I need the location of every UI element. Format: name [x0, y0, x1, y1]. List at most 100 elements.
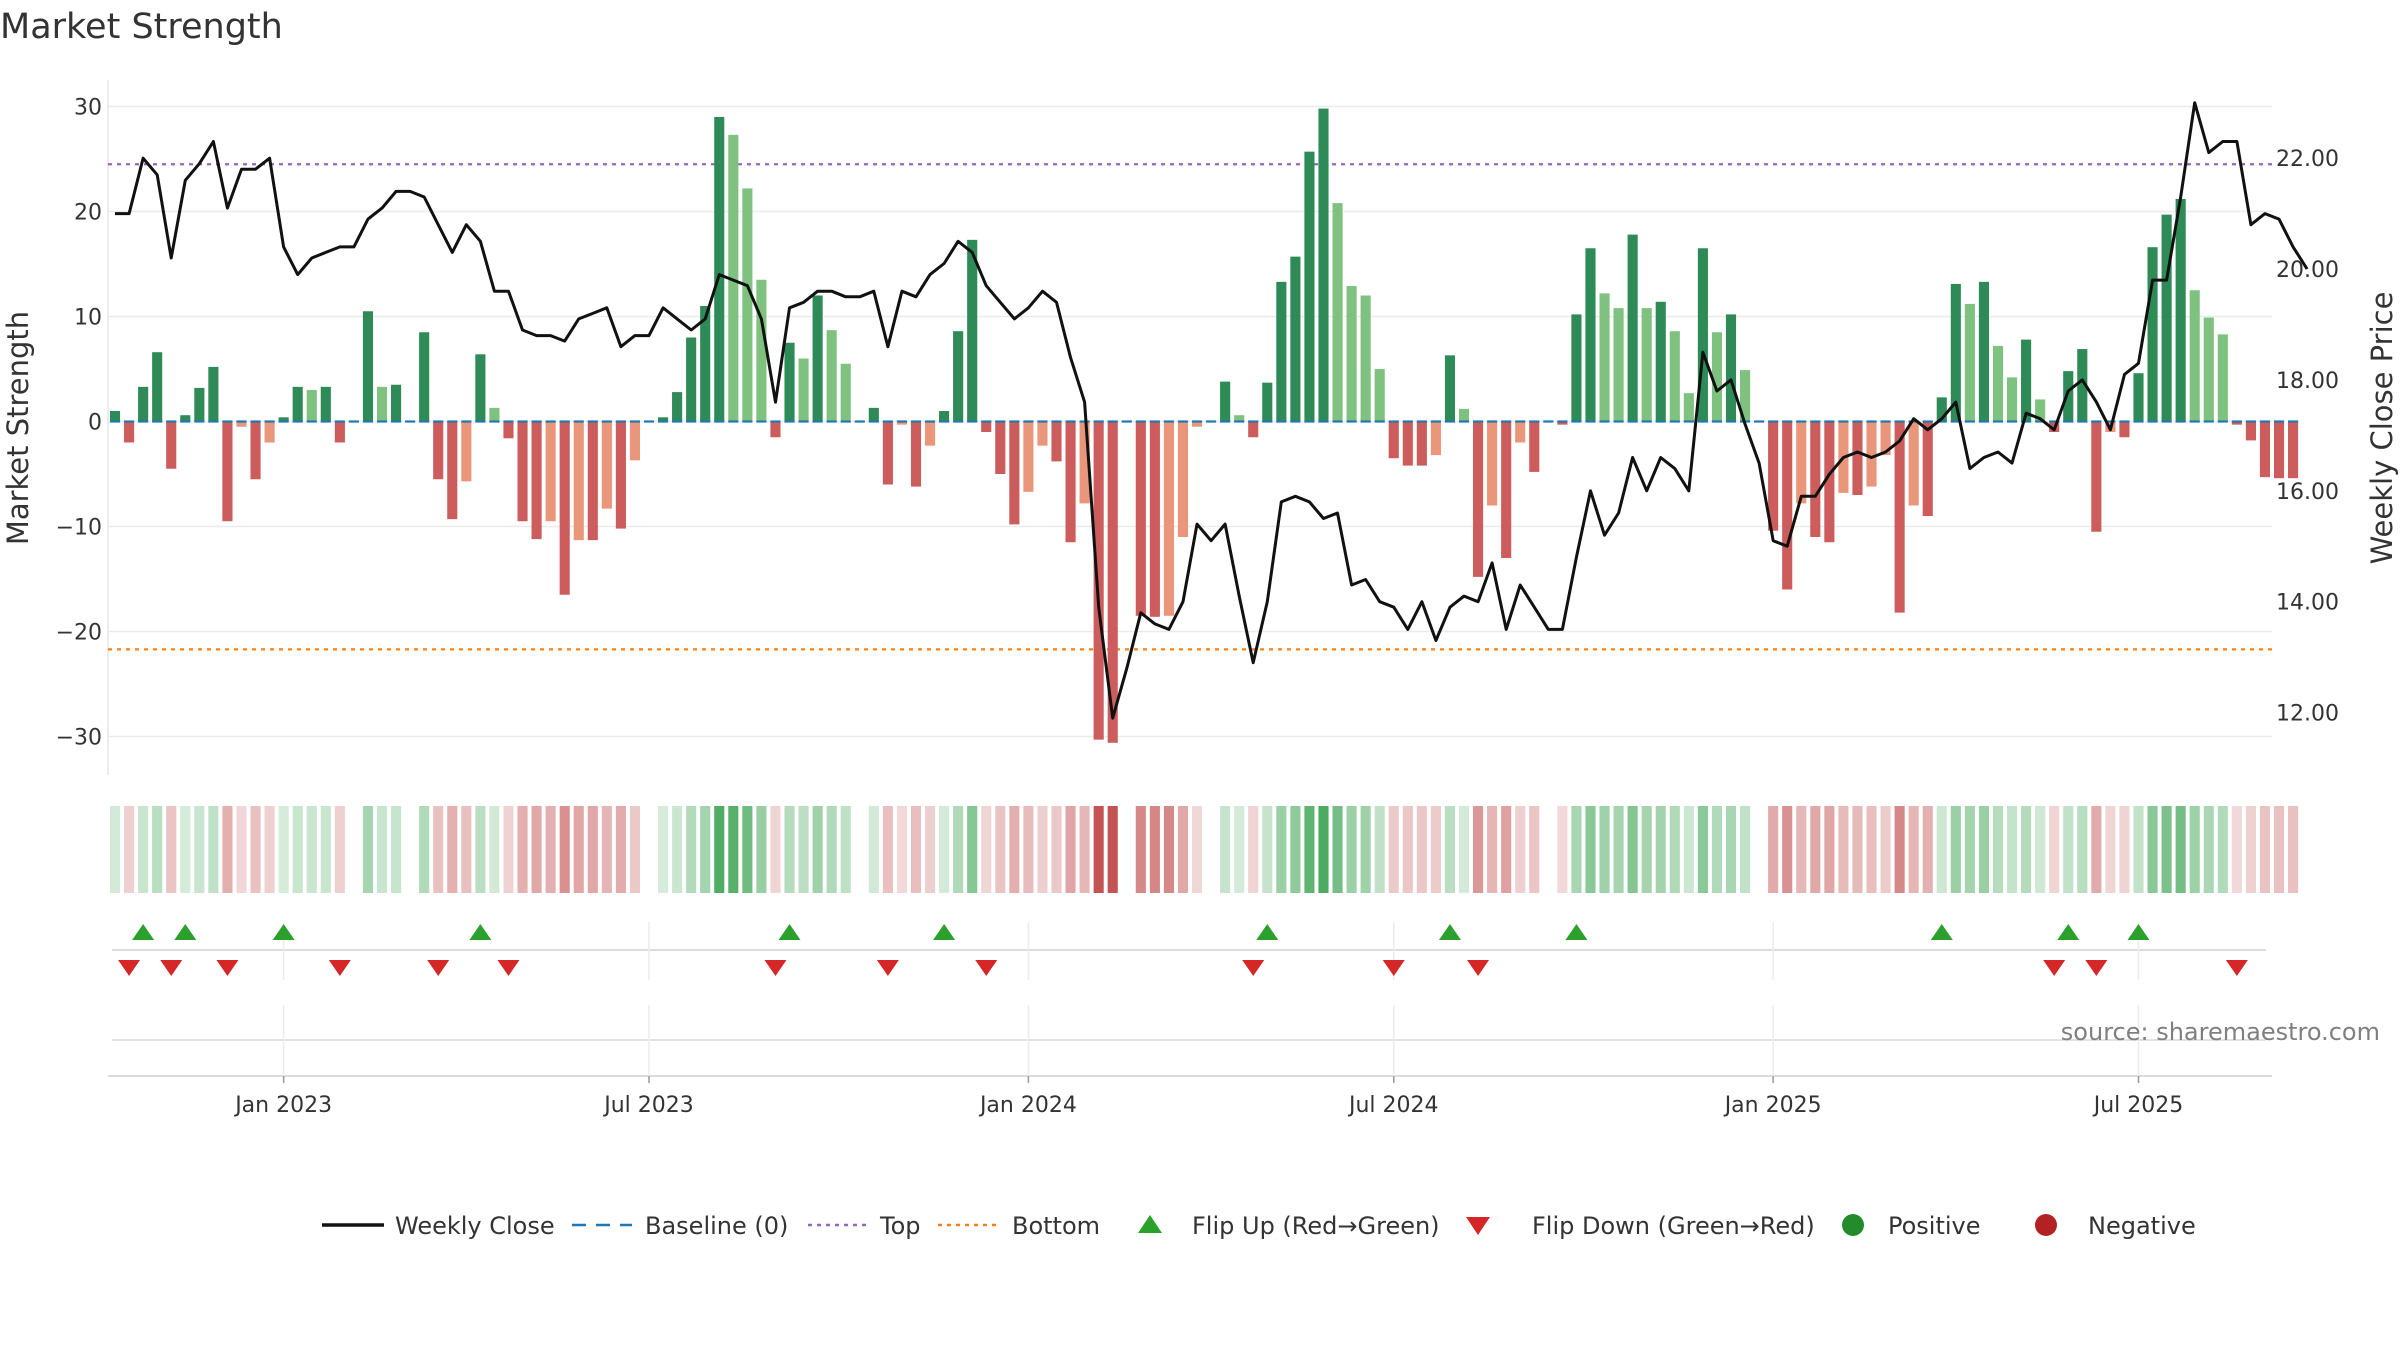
heat-cell — [770, 806, 781, 893]
strength-bar — [2035, 399, 2046, 422]
heat-cell — [1079, 806, 1090, 893]
strength-bar — [138, 386, 149, 422]
date-tick-label: Jul 2023 — [602, 1093, 694, 1118]
heat-cell — [1473, 806, 1484, 893]
legend-item: Positive — [1842, 1212, 1981, 1240]
strength-heat-strip — [109, 806, 2299, 893]
heat-cell — [728, 806, 739, 893]
heat-cell — [995, 806, 1006, 893]
heat-cell — [840, 806, 851, 893]
heat-cell — [784, 806, 795, 893]
heat-cell — [896, 806, 907, 893]
heat-cell — [1304, 806, 1315, 893]
strength-bar — [1627, 234, 1638, 422]
y-tick-label: 30 — [74, 96, 102, 121]
legend-circle-icon — [2035, 1214, 2057, 1236]
strength-bar — [531, 421, 542, 540]
heat-cell — [2077, 806, 2088, 893]
heat-cell — [1838, 806, 1849, 893]
strength-bar — [953, 331, 964, 422]
heat-cell — [1276, 806, 1287, 893]
heat-cell — [1023, 806, 1034, 893]
heat-cell — [531, 806, 542, 893]
flip-up-marker — [1565, 924, 1588, 940]
strength-bar — [1416, 421, 1427, 466]
heat-cell — [1810, 806, 1821, 893]
heat-cell — [1220, 806, 1231, 893]
heat-cell — [109, 806, 121, 893]
heat-cell — [2105, 806, 2116, 893]
strength-bar — [559, 421, 570, 595]
strength-bar — [742, 188, 753, 422]
y2-tick-label: 20.00 — [2276, 258, 2339, 283]
heat-cell — [250, 806, 261, 893]
legend-circle-icon — [1842, 1214, 1864, 1236]
strength-bar — [1697, 248, 1708, 422]
heat-cell — [559, 806, 570, 893]
strength-bar — [334, 421, 345, 443]
strength-bar — [264, 421, 275, 443]
strength-bar — [882, 421, 893, 485]
strength-bar — [1093, 421, 1104, 740]
heat-cell — [194, 806, 205, 893]
heat-cell — [868, 806, 879, 893]
strength-bar — [1388, 421, 1399, 459]
heat-cell — [615, 806, 626, 893]
strength-bar — [1950, 283, 1961, 422]
strength-bar — [1009, 421, 1020, 525]
heat-cell — [1922, 806, 1933, 893]
heat-cell — [1416, 806, 1427, 893]
heat-cell — [264, 806, 275, 893]
heat-cell — [756, 806, 767, 893]
heat-cell — [292, 806, 303, 893]
flip-down-marker — [1242, 960, 1265, 976]
legend-label: Flip Down (Green→Red) — [1532, 1212, 1815, 1240]
flip-down-marker — [1382, 960, 1405, 976]
strength-bar — [1177, 421, 1189, 537]
strength-bar — [587, 421, 598, 541]
strength-bar — [1866, 421, 1877, 487]
heat-cell — [1655, 806, 1666, 893]
strength-bar — [2006, 377, 2018, 422]
heat-cell — [138, 806, 149, 893]
strength-bar — [419, 332, 430, 422]
strength-bar — [1037, 421, 1048, 446]
heat-cell — [1515, 806, 1526, 893]
strength-bar — [1557, 421, 1568, 425]
heat-cell — [967, 806, 978, 893]
strength-bar — [1191, 421, 1203, 427]
heat-cell — [1711, 806, 1723, 893]
strength-bar — [1683, 393, 1694, 422]
heat-cell — [1262, 806, 1273, 893]
strength-bar — [1487, 421, 1498, 506]
strength-bar — [1220, 381, 1231, 422]
heat-cell — [1697, 806, 1708, 893]
strength-bar — [1107, 421, 1118, 743]
y-tick-label: −20 — [56, 621, 102, 646]
strength-bar — [672, 392, 683, 422]
strength-bar — [2147, 247, 2158, 422]
heat-cell — [1248, 806, 1259, 893]
heat-cell — [2035, 806, 2046, 893]
heat-cell — [1571, 806, 1582, 893]
legend-label: Baseline (0) — [645, 1212, 788, 1240]
heat-cell — [1430, 806, 1441, 893]
heat-cell — [1374, 806, 1385, 893]
heat-cell — [124, 806, 135, 893]
strength-bar — [2161, 214, 2172, 422]
flip-down-marker — [1467, 960, 1490, 976]
heat-cell — [1557, 806, 1568, 893]
heat-cell — [2175, 806, 2186, 893]
flip-markers — [118, 924, 2248, 976]
heat-cell — [657, 806, 669, 893]
legend-item: Top — [808, 1212, 921, 1240]
strength-bar — [236, 421, 247, 427]
strength-bar — [1051, 421, 1062, 462]
flip-panel-grid — [112, 922, 2266, 980]
heat-cell — [2217, 806, 2228, 893]
legend: Weekly Close Baseline (0) Top Bottom Flip Up… — [322, 1212, 2196, 1240]
strength-bar — [447, 421, 458, 520]
flip-down-marker — [975, 960, 998, 976]
flip-up-marker — [2057, 924, 2080, 940]
heat-cell — [1191, 806, 1203, 893]
